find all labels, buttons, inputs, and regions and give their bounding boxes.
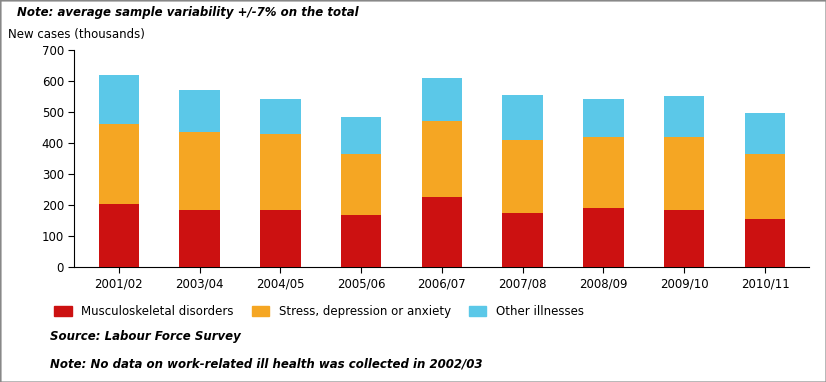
Legend: Musculoskeletal disorders, Stress, depression or anxiety, Other illnesses: Musculoskeletal disorders, Stress, depre…: [50, 300, 588, 323]
Bar: [422, 197, 462, 267]
Bar: [664, 210, 705, 267]
Bar: [502, 213, 543, 267]
Bar: [341, 215, 382, 267]
Bar: [502, 140, 543, 213]
Bar: [583, 99, 624, 137]
Bar: [179, 210, 220, 267]
Bar: [260, 134, 301, 210]
Bar: [745, 154, 786, 219]
Bar: [341, 117, 382, 154]
Text: Source: Labour Force Survey: Source: Labour Force Survey: [50, 330, 240, 343]
Bar: [341, 154, 382, 215]
Text: Note: average sample variability +/-7% on the total: Note: average sample variability +/-7% o…: [17, 6, 358, 19]
Text: New cases (thousands): New cases (thousands): [8, 28, 145, 41]
Bar: [98, 124, 139, 204]
Bar: [179, 90, 220, 132]
Bar: [583, 137, 624, 208]
Bar: [422, 121, 462, 197]
Bar: [664, 96, 705, 137]
Text: Note: No data on work-related ill health was collected in 2002/03: Note: No data on work-related ill health…: [50, 357, 482, 370]
Bar: [179, 132, 220, 210]
Bar: [98, 74, 139, 124]
Bar: [583, 208, 624, 267]
Bar: [98, 204, 139, 267]
Bar: [260, 210, 301, 267]
Bar: [422, 78, 462, 121]
Bar: [745, 219, 786, 267]
Bar: [502, 95, 543, 140]
Bar: [664, 137, 705, 210]
Bar: [260, 99, 301, 134]
Bar: [745, 113, 786, 154]
